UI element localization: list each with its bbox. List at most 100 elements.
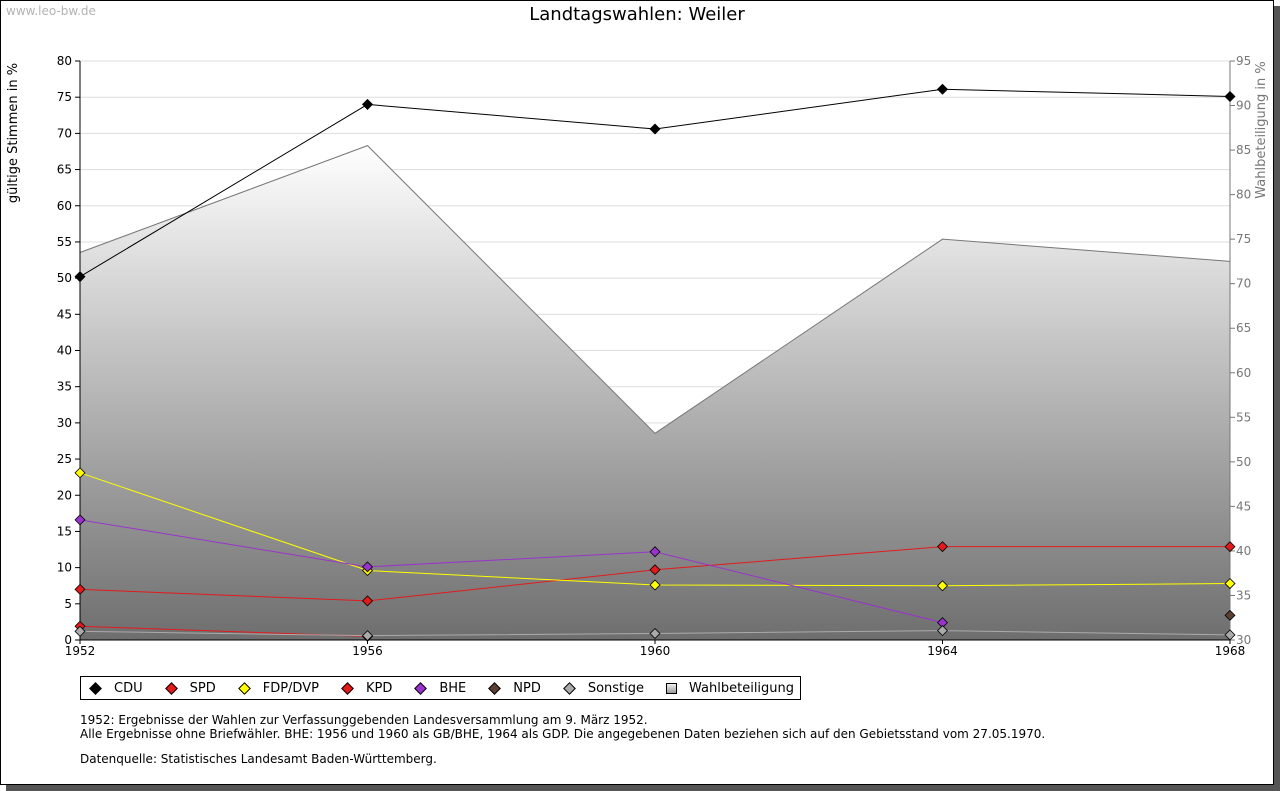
legend-label-spd: SPD	[189, 680, 216, 696]
data-point-bhe	[649, 546, 661, 558]
y2-tick-label: 50	[1236, 455, 1251, 469]
y-tick-label: 70	[57, 126, 72, 140]
data-point-sonstige	[649, 627, 661, 640]
data-point-spd	[361, 595, 374, 607]
note-line-1: 1952: Ergebnisse der Wahlen zur Verfassu…	[80, 713, 648, 727]
y-tick-label: 25	[57, 452, 72, 466]
x-tick-label: 1964	[927, 644, 958, 658]
data-point-cdu	[936, 83, 949, 95]
data-point-bhe	[936, 617, 949, 629]
data-point-spd	[1224, 541, 1236, 553]
legend-item-fdp-dvp: FDP/DVP	[237, 680, 319, 696]
legend-marker-wahlbeteiligung	[666, 682, 678, 694]
data-point-bhe	[361, 561, 374, 573]
source-note: Datenquelle: Statistisches Landesamt Bad…	[80, 752, 437, 766]
y-tick-label: 50	[57, 271, 72, 285]
y2-tick-label: 75	[1236, 232, 1251, 246]
legend-marker-spd	[164, 681, 178, 695]
legend: CDU SPD FDP/DVP KPD BHE NPD Sonstige Wahlbeteil…	[80, 676, 802, 700]
data-point-fdp-dvp	[1224, 578, 1236, 590]
y-tick-label: 60	[57, 199, 72, 213]
legend-marker-fdp-dvp	[237, 681, 251, 695]
data-point-fdp-dvp	[936, 580, 949, 592]
y-tick-label: 10	[57, 561, 72, 575]
y2-tick-label: 55	[1236, 410, 1251, 424]
legend-marker-sonstige	[562, 681, 576, 695]
note-line-2: Alle Ergebnisse ohne Briefwähler. BHE: 1…	[80, 727, 1046, 741]
turnout-area-layer	[79, 145, 1231, 640]
watermark: www.leo-bw.de	[6, 4, 96, 18]
y-tick-label: 5	[64, 597, 72, 611]
y-tick-label: 75	[57, 90, 72, 104]
data-point-npd	[1224, 609, 1236, 621]
legend-marker-bhe	[414, 681, 428, 695]
x-tick-label: 1960	[640, 644, 671, 658]
series-points-layer	[74, 83, 1236, 642]
legend-label-npd: NPD	[513, 680, 541, 696]
legend-item-cdu: CDU	[89, 681, 143, 696]
y2-tick-label: 40	[1236, 544, 1251, 558]
y2-tick-label: 70	[1236, 277, 1251, 291]
legend-label-wahlbeteiligung: Wahlbeteiligung	[689, 680, 795, 696]
data-point-cdu	[1224, 90, 1236, 102]
legend-label-cdu: CDU	[114, 680, 143, 696]
y2-tick-label: 45	[1236, 499, 1251, 513]
y2-tick-label: 60	[1236, 366, 1251, 380]
y-tick-label: 45	[57, 307, 72, 321]
axis-layer: 0 5 10 15 20 25 30 35 40 45 50 55 60 65 70 75 80 30 35 40 45…	[57, 54, 1252, 658]
y2-tick-label: 90	[1236, 99, 1251, 113]
y2-tick-label: 80	[1236, 188, 1251, 202]
y-tick-label: 40	[57, 344, 72, 358]
series-line-bhe	[79, 519, 943, 624]
y-axis-title-right: Wahlbeteiligung in %	[1254, 61, 1269, 198]
y2-tick-label: 85	[1236, 143, 1251, 157]
y2-tick-label: 65	[1236, 321, 1251, 335]
data-point-spd	[936, 541, 949, 553]
data-point-fdp-dvp	[74, 467, 86, 479]
y-tick-label: 15	[57, 524, 72, 538]
y-tick-label: 80	[57, 54, 72, 68]
y-tick-label: 55	[57, 235, 72, 249]
data-point-cdu	[74, 271, 86, 283]
y-tick-label: 35	[57, 380, 72, 394]
data-point-cdu	[649, 123, 661, 135]
legend-item-kpd: KPD	[341, 681, 392, 696]
legend-item-wahlbeteiligung: Wahlbeteiligung	[666, 681, 794, 696]
y2-tick-label: 30	[1236, 633, 1251, 647]
chart-title: Landtagswahlen: Weiler	[529, 4, 745, 25]
y2-tick-label: 35	[1236, 588, 1251, 602]
x-tick-label: 1968	[1215, 644, 1246, 658]
x-tick-label: 1952	[65, 644, 96, 658]
data-point-bhe	[74, 514, 86, 526]
y2-tick-label: 95	[1236, 54, 1251, 68]
legend-marker-kpd	[341, 681, 354, 695]
y-tick-label: 0	[64, 633, 72, 647]
y-axis-title-left: gültige Stimmen in %	[6, 63, 21, 203]
data-point-sonstige	[1224, 629, 1236, 641]
legend-item-spd: SPD	[164, 680, 216, 696]
data-point-sonstige	[74, 625, 86, 637]
data-point-cdu	[361, 98, 374, 110]
turnout-line	[79, 145, 1231, 434]
legend-label-sonstige: Sonstige	[587, 680, 645, 696]
data-point-fdp-dvp	[649, 579, 661, 591]
y-tick-label: 30	[57, 416, 72, 430]
data-point-sonstige	[361, 630, 374, 642]
data-point-spd	[74, 583, 86, 595]
data-point-sonstige	[936, 625, 949, 637]
data-point-spd	[649, 564, 661, 576]
legend-label-bhe: BHE	[439, 680, 467, 696]
legend-marker-npd	[488, 681, 502, 695]
legend-label-kpd: KPD	[365, 680, 393, 696]
legend-item-bhe: BHE	[414, 681, 466, 696]
notes: 1952: Ergebnisse der Wahlen zur Verfassu…	[80, 713, 1045, 741]
legend-item-sonstige: Sonstige	[562, 680, 645, 696]
legend-label-fdp-dvp: FDP/DVP	[262, 680, 319, 696]
legend-marker-cdu	[89, 681, 102, 695]
x-tick-label: 1956	[352, 644, 383, 658]
turnout-area	[80, 145, 1230, 640]
legend-item-npd: NPD	[488, 681, 541, 696]
y-tick-label: 20	[57, 488, 72, 502]
y-tick-label: 65	[57, 163, 72, 177]
